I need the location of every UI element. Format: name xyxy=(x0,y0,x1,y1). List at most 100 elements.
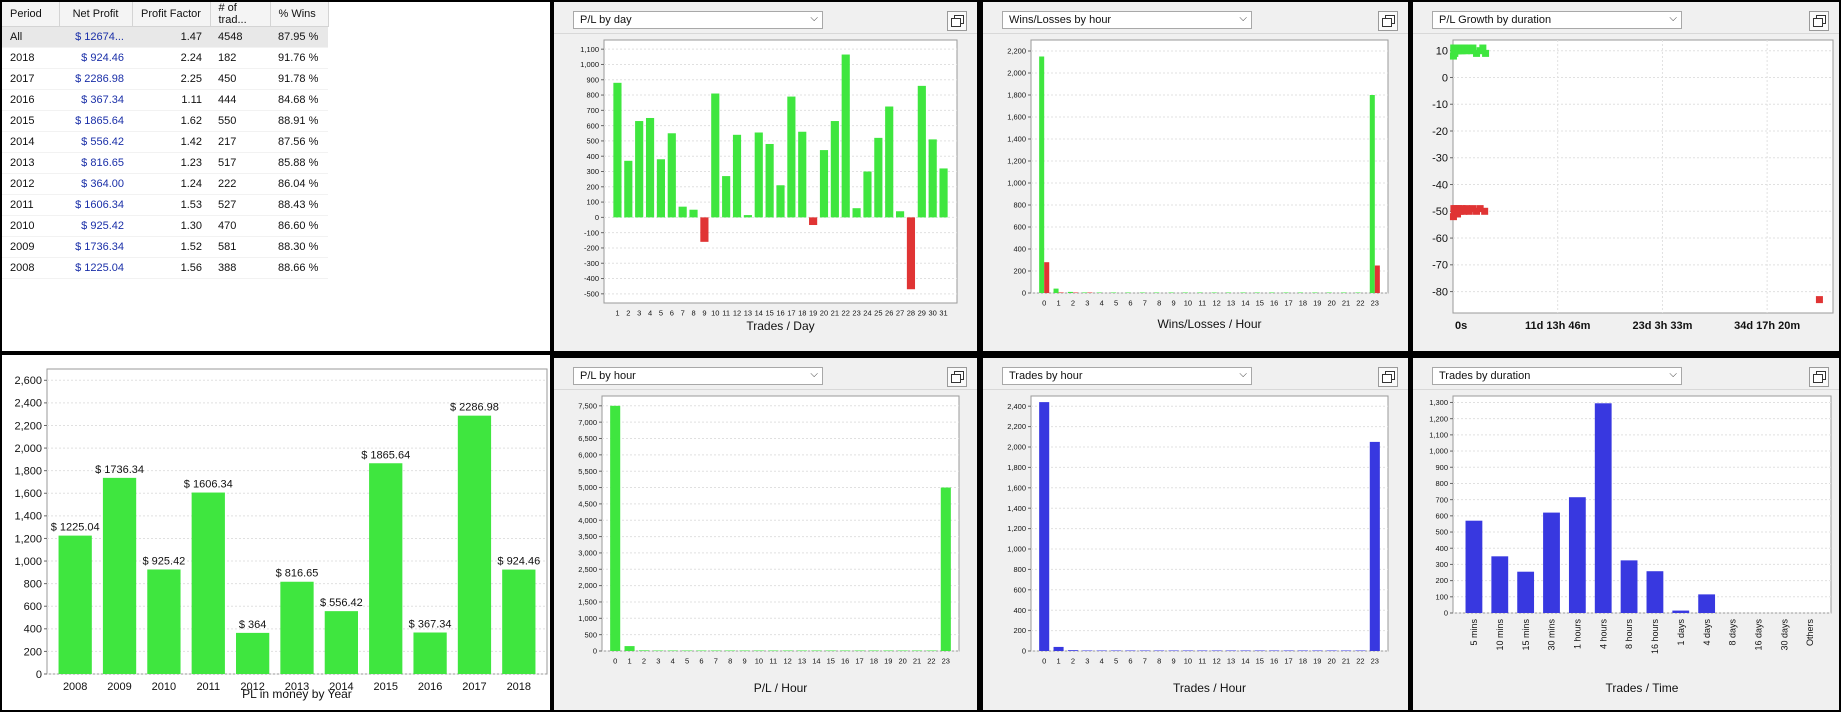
y-tick-label: 600 xyxy=(24,601,42,613)
chart-type-select[interactable]: Trades by duration ⌵ xyxy=(1432,367,1682,385)
bar xyxy=(906,217,916,290)
y-tick-label: 3,000 xyxy=(578,549,597,558)
profit-factor-cell: 2.25 xyxy=(132,68,210,90)
data-point xyxy=(1479,44,1487,52)
profit-factor-column-header[interactable]: Profit Factor xyxy=(132,2,211,27)
chart-type-select[interactable]: Trades by hour ⌵ xyxy=(1002,367,1252,385)
maximize-icon[interactable] xyxy=(1378,367,1398,387)
net-profit-cell: $ 1606.34 xyxy=(59,194,132,216)
y-tick-label: 900 xyxy=(1435,463,1448,472)
trades-cell: 581 xyxy=(210,236,270,258)
maximize-icon[interactable] xyxy=(947,367,967,387)
x-tick-label: 10 xyxy=(755,657,763,666)
net-profit-cell: $ 925.42 xyxy=(59,215,132,237)
bar xyxy=(1111,292,1117,293)
x-tick-label: 5 xyxy=(685,657,689,666)
table-row[interactable]: 2014 $ 556.42 1.42 217 87.56 % xyxy=(2,131,328,153)
y-tick-label: 1,800 xyxy=(1007,91,1026,100)
maximize-icon[interactable] xyxy=(947,11,967,31)
x-tick-label: 1 xyxy=(615,309,619,318)
bar xyxy=(1283,292,1289,293)
profit-factor-cell: 1.23 xyxy=(132,152,210,174)
profit-factor-cell: 1.53 xyxy=(132,194,210,216)
x-tick-label: 12 xyxy=(784,657,792,666)
bar xyxy=(1182,650,1193,651)
bar xyxy=(638,650,649,651)
y-tick-label: -400 xyxy=(584,274,599,283)
table-row[interactable]: 2017 $ 2286.98 2.25 450 91.78 % xyxy=(2,68,328,90)
y-tick-label: 400 xyxy=(1013,245,1026,254)
net-profit-column-header[interactable]: Net Profit xyxy=(59,2,133,27)
bar xyxy=(811,650,822,651)
x-tick-label: 8 xyxy=(1157,657,1161,666)
chart-type-select[interactable]: P/L by day ⌵ xyxy=(573,11,823,29)
y-tick-label: 800 xyxy=(1013,201,1026,210)
x-tick-label: 10 xyxy=(1184,299,1192,308)
x-tick-label: 7 xyxy=(714,657,718,666)
y-tick-label: 0 xyxy=(1442,72,1448,84)
table-row[interactable]: 2013 $ 816.65 1.23 517 85.88 % xyxy=(2,152,328,174)
table-row[interactable]: 2011 $ 1606.34 1.53 527 88.43 % xyxy=(2,194,328,216)
x-tick-label: 18 xyxy=(1299,657,1307,666)
x-tick-label: 23 xyxy=(1371,657,1379,666)
chart-type-select-value: Trades by hour xyxy=(1009,370,1083,382)
bar xyxy=(917,85,926,218)
table-row[interactable]: 2010 $ 925.42 1.30 470 86.60 % xyxy=(2,215,328,237)
maximize-icon[interactable] xyxy=(1809,367,1829,387)
x-tick-label: 21 xyxy=(913,657,921,666)
y-tick-label: 2,000 xyxy=(1007,443,1026,452)
x-tick-label: 5 xyxy=(1114,299,1118,308)
chart-type-select[interactable]: P/L by hour ⌵ xyxy=(573,367,823,385)
y-tick-label: 1,100 xyxy=(580,45,599,54)
chevron-down-icon: ⌵ xyxy=(1669,13,1677,24)
chevron-down-icon: ⌵ xyxy=(810,13,818,24)
maximize-icon[interactable] xyxy=(1809,11,1829,31)
table-row[interactable]: All $ 12674... 1.47 4548 87.95 % xyxy=(2,26,328,48)
y-tick-label: -20 xyxy=(1432,126,1448,138)
x-tick-label: 10 xyxy=(1184,657,1192,666)
y-tick-label: 600 xyxy=(586,121,599,130)
data-label: $ 367.34 xyxy=(409,619,452,631)
period-column-header[interactable]: Period xyxy=(2,2,60,27)
chart-type-select[interactable]: Wins/Losses by hour ⌵ xyxy=(1002,11,1252,29)
table-row[interactable]: 2015 $ 1865.64 1.62 550 88.91 % xyxy=(2,110,328,132)
y-tick-label: 1,600 xyxy=(1007,483,1026,492)
net-profit-cell: $ 364.00 xyxy=(59,173,132,195)
maximize-icon[interactable] xyxy=(1378,11,1398,31)
bar xyxy=(1698,594,1716,613)
chevron-down-icon: ⌵ xyxy=(1239,13,1247,24)
x-tick-label: 20 xyxy=(820,309,828,318)
wins-column-header[interactable]: % Wins xyxy=(270,2,329,27)
x-tick-label: 10 mins xyxy=(1495,619,1505,651)
table-row[interactable]: 2012 $ 364.00 1.24 222 86.04 % xyxy=(2,173,328,195)
x-tick-label: 27 xyxy=(896,309,904,318)
bar xyxy=(1594,403,1612,613)
x-tick-label: 20 xyxy=(899,657,907,666)
net-profit-cell: $ 924.46 xyxy=(59,47,132,69)
chart-type-select[interactable]: P/L Growth by duration ⌵ xyxy=(1432,11,1682,29)
x-tick-label: 6 xyxy=(670,309,674,318)
y-tick-label: 1,400 xyxy=(1007,135,1026,144)
profit-factor-cell: 1.56 xyxy=(132,257,210,279)
pl-growth-by-duration-chart: 10 0 -10 -20 -30 -40 -50 -60 -70 -80 0s 11d 13h 46m… xyxy=(1432,39,1834,332)
table-row[interactable]: 2016 $ 367.34 1.11 444 84.68 % xyxy=(2,89,328,111)
wins-cell: 88.91 % xyxy=(270,110,328,132)
bar xyxy=(1211,650,1222,651)
bar xyxy=(1646,571,1664,613)
trades-column-header[interactable]: # of trad... xyxy=(210,2,271,27)
period-cell: 2012 xyxy=(2,173,59,195)
bar xyxy=(1154,650,1165,651)
pl-by-year-chart: 0 200 400 600 800 1,000 1,200 1,400 1,600 1,800 2,… xyxy=(14,368,548,701)
table-row[interactable]: 2009 $ 1736.34 1.52 581 88.30 % xyxy=(2,236,328,258)
x-tick-label: 16 xyxy=(841,657,849,666)
y-tick-label: 200 xyxy=(1435,576,1448,585)
table-row[interactable]: 2018 $ 924.46 2.24 182 91.76 % xyxy=(2,47,328,69)
table-row[interactable]: 2008 $ 1225.04 1.56 388 88.66 % xyxy=(2,257,328,279)
x-axis-title: PL in money by Year xyxy=(242,687,352,701)
y-tick-label: 0 xyxy=(1022,647,1026,656)
x-tick-label: 6 xyxy=(699,657,703,666)
x-tick-label: 11d 13h 46m xyxy=(1525,320,1591,332)
bar xyxy=(768,650,779,651)
x-tick-label: 1 xyxy=(1056,657,1060,666)
bar xyxy=(1226,650,1237,651)
